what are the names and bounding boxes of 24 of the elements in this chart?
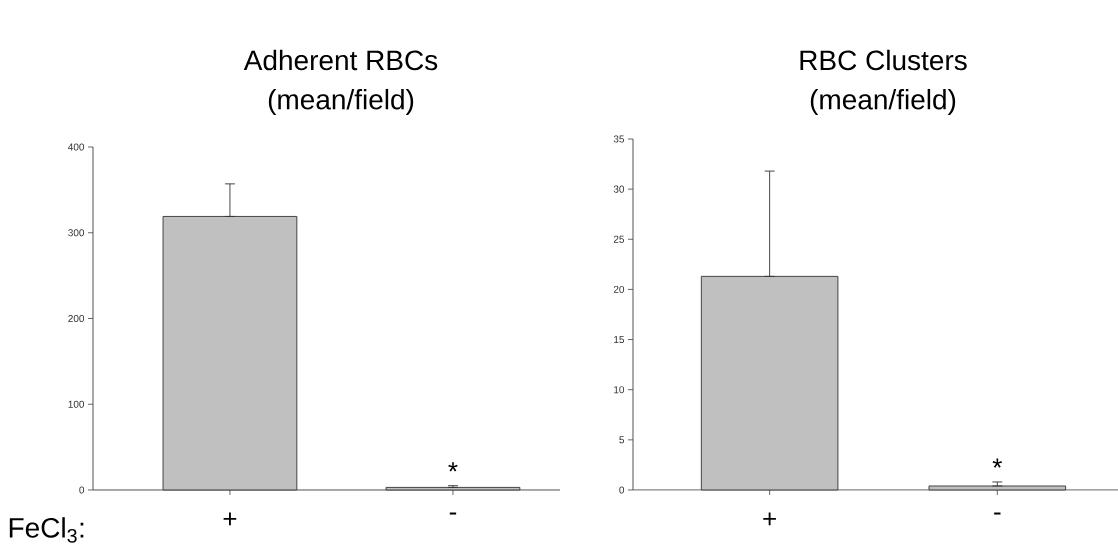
annotation: * bbox=[992, 458, 1002, 468]
y-tick-label: 100 bbox=[68, 400, 85, 408]
chart-subtitle: (mean/field) bbox=[268, 88, 414, 116]
x-tick-label: + bbox=[763, 512, 776, 526]
x-tick-label: - bbox=[449, 512, 457, 515]
x-tick-label: - bbox=[994, 512, 1001, 515]
y-tick-label: 5 bbox=[619, 436, 625, 444]
y-tick-label: 300 bbox=[68, 229, 85, 237]
y-tick-label: 200 bbox=[68, 314, 85, 323]
y-tick-label: 30 bbox=[613, 185, 625, 193]
chart-title: RBC Clusters bbox=[800, 49, 967, 71]
y-tick-label: 20 bbox=[613, 285, 625, 293]
chart-subtitle: (mean/field) bbox=[810, 88, 956, 116]
y-tick-label: 0 bbox=[79, 486, 85, 494]
y-tick-label: 25 bbox=[613, 235, 625, 243]
annotation: * bbox=[448, 462, 458, 472]
x-tick-label: + bbox=[223, 512, 237, 526]
y-tick-label: 400 bbox=[68, 143, 85, 151]
y-tick-label: 0 bbox=[619, 486, 625, 494]
y-tick-label: 10 bbox=[614, 386, 625, 394]
text: FeCl$_{3}$: bbox=[9, 517, 84, 543]
chart-title: Adherent RBCs bbox=[243, 49, 438, 71]
y-tick-label: 35 bbox=[613, 135, 625, 143]
y-tick-label: 15 bbox=[614, 336, 625, 344]
